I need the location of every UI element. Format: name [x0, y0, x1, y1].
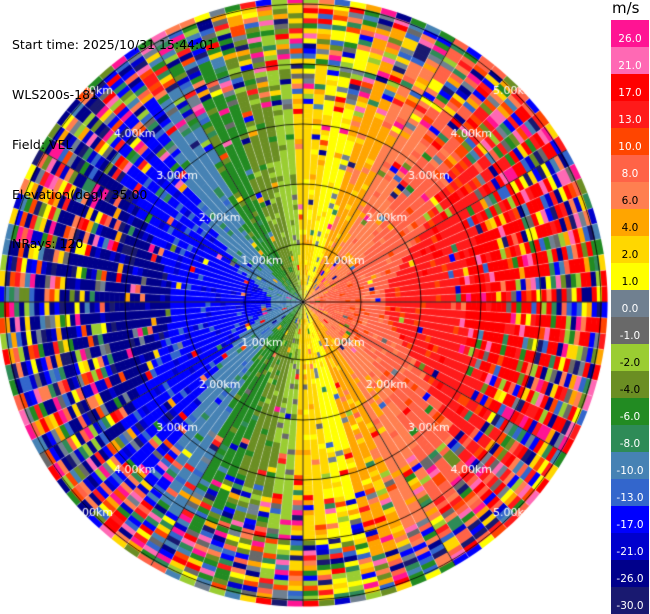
colorbar-swatch: [611, 452, 649, 479]
colorbar-swatch: [611, 155, 649, 182]
colorbar-swatch: [611, 209, 649, 236]
colorbar-swatch: [611, 317, 649, 344]
colorbar-swatch: [611, 479, 649, 506]
colorbar-label: -26.0: [616, 573, 644, 585]
radar-ppi-plot: [0, 0, 610, 610]
colorbar-swatch: [611, 344, 649, 371]
colorbar-unit: m/s: [612, 0, 640, 17]
colorbar-swatch: [611, 128, 649, 155]
colorbar-label: -2.0: [619, 357, 641, 369]
colorbar-label: 8.0: [621, 168, 639, 180]
colorbar-swatch: [611, 506, 649, 533]
colorbar-swatch: [611, 290, 649, 317]
colorbar-swatch: [611, 74, 649, 101]
colorbar-swatch: [611, 425, 649, 452]
colorbar-swatch: [611, 263, 649, 290]
station-text: WLS200s-181: [12, 86, 98, 102]
colorbar-swatch: [611, 533, 649, 560]
colorbar-label: -21.0: [616, 546, 644, 558]
colorbar-label: 0.0: [621, 303, 639, 315]
elevation-text: Elevation(deg): 35.00: [12, 186, 148, 202]
colorbar-label: 13.0: [618, 114, 642, 126]
colorbar-label: 6.0: [621, 195, 639, 207]
colorbar-label: -10.0: [616, 465, 644, 477]
start-time-text: Start time: 2025/10/31 15:44:01: [12, 37, 216, 53]
colorbar-label: -8.0: [619, 438, 641, 450]
colorbar-label: 10.0: [618, 141, 642, 153]
colorbar-swatch: [611, 398, 649, 425]
nrays-text: NRays: 120: [12, 236, 84, 252]
colorbar-label: 17.0: [618, 87, 642, 99]
colorbar-swatch: [611, 101, 649, 128]
colorbar-label: 2.0: [621, 249, 639, 261]
colorbar-swatch: [611, 236, 649, 263]
scan-info: Start time: 2025/10/31 15:44:01 WLS200s-…: [12, 4, 215, 270]
colorbar-label: -13.0: [616, 492, 644, 504]
colorbar-label: -6.0: [619, 411, 641, 423]
colorbar-swatch: [611, 371, 649, 398]
colorbar-label: 4.0: [621, 222, 639, 234]
colorbar-swatch: [611, 20, 649, 47]
field-text: Field: VEL: [12, 136, 73, 152]
colorbar-label: 1.0: [621, 276, 639, 288]
colorbar-label: -1.0: [619, 330, 641, 342]
colorbar-swatch: [611, 47, 649, 74]
colorbar-label: -4.0: [619, 384, 641, 396]
colorbar-label: -30.0: [616, 600, 644, 612]
colorbar-label: 26.0: [618, 33, 642, 45]
colorbar-swatch: [611, 182, 649, 209]
colorbar-label: 21.0: [618, 60, 642, 72]
colorbar-label: -17.0: [616, 519, 644, 531]
colorbar-swatch: [611, 560, 649, 587]
